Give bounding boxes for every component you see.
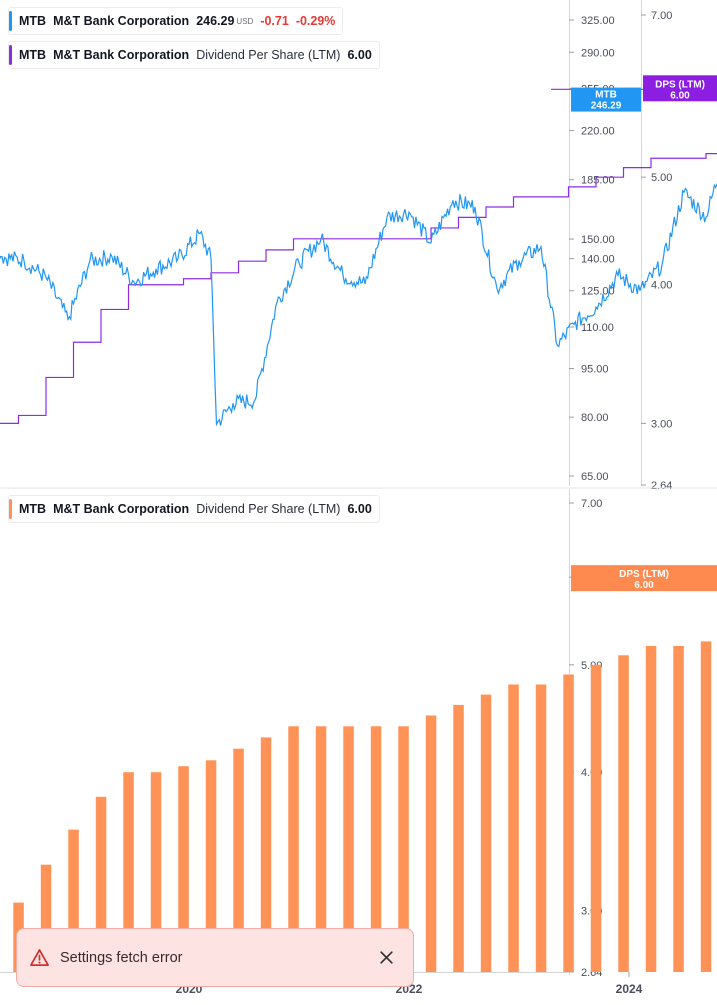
legend-metric: Dividend Per Share (LTM) <box>196 502 341 516</box>
top-price-plot[interactable] <box>0 88 717 458</box>
price-tag-ticker: MTB <box>595 90 617 101</box>
price-axis-label: 110.00 <box>581 322 614 334</box>
price-legend[interactable]: MTB M&T Bank Corporation 246.29 USD -0.7… <box>8 7 344 35</box>
dps-bar <box>508 684 519 972</box>
legend-change-pct: -0.29% <box>295 14 336 28</box>
dps-bar <box>68 829 79 972</box>
dps-bar <box>590 664 602 972</box>
bar-axis-label: 7.00 <box>581 498 602 510</box>
dps-tag-bottom <box>571 565 717 592</box>
dps-axis-label: 7.00 <box>651 10 672 22</box>
dps-bar <box>95 796 107 972</box>
dps-axis-label: 5.00 <box>651 172 672 184</box>
error-message: Settings fetch error <box>60 949 183 966</box>
price-axis-label: 140.00 <box>581 254 615 266</box>
dps-bar <box>425 715 437 972</box>
price-tag-value: 246.29 <box>591 101 622 112</box>
dps-tag-top-label: DPS (LTM) <box>655 79 705 90</box>
dps-bar <box>233 748 244 972</box>
dps-legend-top[interactable]: MTB M&T Bank Corporation Dividend Per Sh… <box>8 41 380 69</box>
dps-bar <box>700 641 712 972</box>
legend-price: 246.29 <box>196 14 235 28</box>
legend-currency: USD <box>236 16 254 26</box>
legend-value: 6.00 <box>347 48 372 62</box>
dps-bar <box>150 772 162 972</box>
dps-bar <box>260 737 272 972</box>
dps-bar <box>645 646 657 972</box>
dps-bar <box>618 655 629 972</box>
dps-axis-label: 4.00 <box>651 280 672 292</box>
legend-ticker: MTB <box>19 14 47 28</box>
dps-step-line <box>0 88 717 458</box>
price-line <box>0 183 717 427</box>
time-axis-label: 2024 <box>616 982 643 996</box>
dps-tag-bottom-value: 6.00 <box>634 580 654 591</box>
price-axis-label: 185.00 <box>581 175 615 187</box>
legend-value: 6.00 <box>347 502 372 516</box>
dps-axis-label: 3.00 <box>651 418 672 430</box>
legend-change: -0.71 <box>260 14 289 28</box>
price-axis-label: 150.00 <box>581 234 615 246</box>
dps-bar <box>453 704 464 972</box>
dps-bar <box>535 684 547 972</box>
price-axis-label: 80.00 <box>581 412 609 424</box>
dps-bar <box>398 726 409 972</box>
dps-tag-top <box>643 75 717 102</box>
dps-bar <box>205 760 217 972</box>
close-icon[interactable] <box>378 949 395 966</box>
dps-tag-top-value: 6.00 <box>670 90 690 101</box>
price-axis-label: 290.00 <box>581 47 615 59</box>
dps-bar <box>480 694 492 972</box>
error-toast: Settings fetch error <box>16 928 414 987</box>
legend-company: M&T Bank Corporation <box>53 48 190 62</box>
price-axis-label: 95.00 <box>581 363 609 375</box>
dps-bar <box>123 772 134 972</box>
bottom-dps-plot[interactable] <box>0 577 717 972</box>
dps-legend-bottom[interactable]: MTB M&T Bank Corporation Dividend Per Sh… <box>8 495 380 523</box>
dps-bar <box>673 646 684 972</box>
price-tag <box>571 87 641 112</box>
dps-bar <box>288 726 299 972</box>
legend-company: M&T Bank Corporation <box>53 14 190 28</box>
legend-metric: Dividend Per Share (LTM) <box>196 48 341 62</box>
dps-bar <box>343 726 354 972</box>
price-axis-label: 220.00 <box>581 126 615 138</box>
dps-series-swatch <box>9 45 12 65</box>
top-price-axis: 325.00290.00255.00220.00185.00150.00140.… <box>569 0 615 486</box>
legend-company: M&T Bank Corporation <box>53 502 190 516</box>
price-series-swatch <box>9 11 12 31</box>
dps-bar <box>40 864 52 972</box>
legend-ticker: MTB <box>19 48 47 62</box>
price-axis-label: 125.00 <box>581 286 615 298</box>
dps-bar <box>563 674 574 972</box>
dps-bar-swatch <box>9 499 12 519</box>
warning-icon <box>30 949 49 966</box>
dps-bar <box>370 726 382 972</box>
dps-tag-bottom-label: DPS (LTM) <box>619 569 669 580</box>
dps-bar <box>315 726 327 972</box>
price-axis-label: 65.00 <box>581 471 609 483</box>
top-dps-axis: 7.00 5.00 4.00 3.00 2.64 <box>641 0 672 492</box>
dps-axis-label: 2.64 <box>651 480 672 492</box>
legend-ticker: MTB <box>19 502 47 516</box>
dps-bar <box>178 766 189 972</box>
price-axis-label: 325.00 <box>581 15 615 27</box>
